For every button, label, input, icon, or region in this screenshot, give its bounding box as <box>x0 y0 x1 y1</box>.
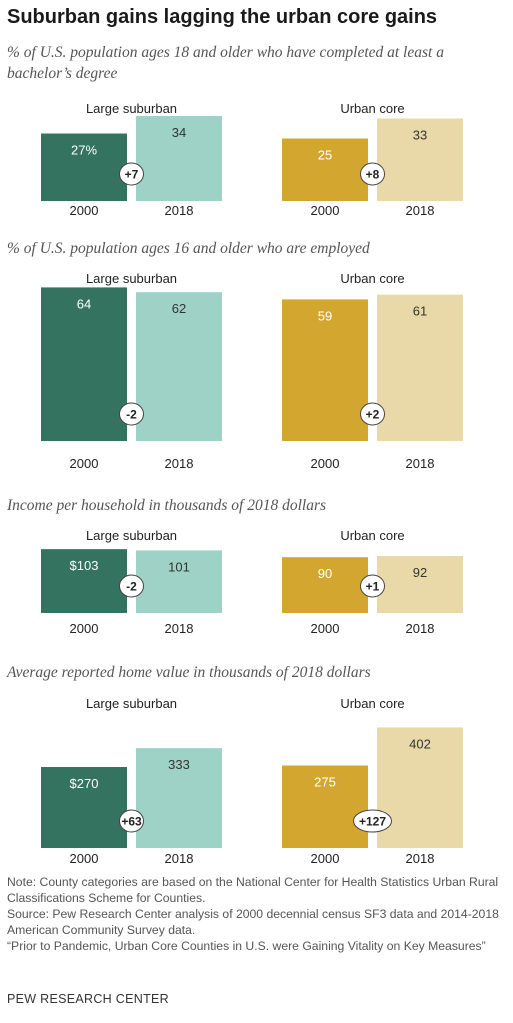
year-tick-label: 2018 <box>406 203 435 218</box>
panel-label-1-2: Urban core <box>340 101 404 116</box>
change-badge-label: +7 <box>125 168 139 182</box>
change-badge-label: -2 <box>126 580 137 594</box>
bar-1-1-2018 <box>136 116 222 201</box>
bar-1-2-2018 <box>377 118 463 201</box>
report-title-text: “Prior to Pandemic, Urban Core Counties … <box>7 939 486 953</box>
bar-3-1-2018 <box>136 550 222 613</box>
bar-2-1-2000 <box>41 287 127 441</box>
change-badge-label: +2 <box>366 408 380 422</box>
panel-label-4-2: Urban core <box>340 696 404 711</box>
change-badge-label: +8 <box>366 168 380 182</box>
panel-label-4-1: Large suburban <box>86 696 177 711</box>
source-text: Source: Pew Research Center analysis of … <box>7 907 499 937</box>
section-2-subtitle: % of U.S. population ages 16 and older w… <box>7 240 370 257</box>
bar-value-label: 92 <box>413 565 427 580</box>
year-tick-label: 2000 <box>70 851 99 866</box>
bar-value-label: 101 <box>168 559 190 574</box>
section-3-subtitle: Income per household in thousands of 201… <box>7 497 327 514</box>
year-tick-label: 2000 <box>70 621 99 636</box>
bar-value-label: 25 <box>318 148 332 163</box>
notes: Note: County categories are based on the… <box>7 874 507 954</box>
note-text: Note: County categories are based on the… <box>7 875 499 905</box>
charts-canvas: Large suburban 27% 2000 34 2018 +7 Urban core 2… <box>41 101 463 866</box>
change-badge-3-1 <box>119 574 144 598</box>
change-badge-label: +63 <box>121 815 142 829</box>
year-tick-label: 2018 <box>165 456 194 471</box>
year-tick-label: 2000 <box>70 203 99 218</box>
bar-3-1-2000 <box>41 549 127 613</box>
panel-label-2-2: Urban core <box>340 271 404 286</box>
change-badge-2-2 <box>360 402 385 426</box>
bar-value-label: 59 <box>318 308 332 323</box>
bar-4-2-2000 <box>282 765 368 848</box>
change-badge-3-2 <box>360 574 385 598</box>
change-badge-2-1 <box>119 402 144 426</box>
change-badge-label: -2 <box>126 408 137 422</box>
bar-value-label: 333 <box>168 757 190 772</box>
panel-label-3-2: Urban core <box>340 528 404 543</box>
change-badge-1-2 <box>360 162 385 186</box>
bar-3-2-2000 <box>282 557 368 613</box>
year-tick-label: 2018 <box>165 621 194 636</box>
bar-1-2-2000 <box>282 138 368 201</box>
bar-value-label: 33 <box>413 128 427 143</box>
pew-research-center-label: PEW RESEARCH CENTER <box>7 992 169 1006</box>
bar-value-label: 34 <box>172 125 186 140</box>
bar-2-1-2018 <box>136 292 222 441</box>
year-tick-label: 2018 <box>165 203 194 218</box>
bar-value-label: $103 <box>70 558 99 573</box>
bar-value-label: $270 <box>70 776 99 791</box>
bar-value-label: 61 <box>413 304 427 319</box>
section-1-subtitle: % of U.S. population ages 18 and older w… <box>7 44 444 82</box>
bar-value-label: 90 <box>318 566 332 581</box>
bar-value-label: 275 <box>314 775 336 790</box>
year-tick-label: 2018 <box>406 456 435 471</box>
year-tick-label: 2000 <box>311 621 340 636</box>
panel-label-3-1: Large suburban <box>86 528 177 543</box>
bar-value-label: 27% <box>71 143 97 158</box>
change-badge-4-2 <box>353 809 392 833</box>
bar-3-2-2018 <box>377 555 463 613</box>
panel-label-2-1: Large suburban <box>86 271 177 286</box>
change-badge-label: +127 <box>359 815 386 829</box>
bar-2-2-2018 <box>377 294 463 441</box>
year-tick-label: 2000 <box>311 456 340 471</box>
section-4-subtitle: Average reported home value in thousands… <box>7 664 371 681</box>
change-badge-label: +1 <box>366 580 380 594</box>
year-tick-label: 2000 <box>311 203 340 218</box>
bar-value-label: 402 <box>409 736 431 751</box>
year-tick-label: 2018 <box>165 851 194 866</box>
bar-value-label: 64 <box>77 296 91 311</box>
bar-value-label: 62 <box>172 301 186 316</box>
chart-title: Suburban gains lagging the urban core ga… <box>7 6 438 28</box>
bar-4-1-2018 <box>136 748 222 848</box>
year-tick-label: 2018 <box>406 851 435 866</box>
year-tick-label: 2000 <box>70 456 99 471</box>
change-badge-1-1 <box>119 162 144 186</box>
bar-2-2-2000 <box>282 299 368 441</box>
bar-4-2-2018 <box>377 727 463 848</box>
bar-1-1-2000 <box>41 133 127 201</box>
panel-label-1-1: Large suburban <box>86 101 177 116</box>
year-tick-label: 2000 <box>311 851 340 866</box>
year-tick-label: 2018 <box>406 621 435 636</box>
bar-4-1-2000 <box>41 767 127 848</box>
change-badge-4-1 <box>119 809 144 833</box>
